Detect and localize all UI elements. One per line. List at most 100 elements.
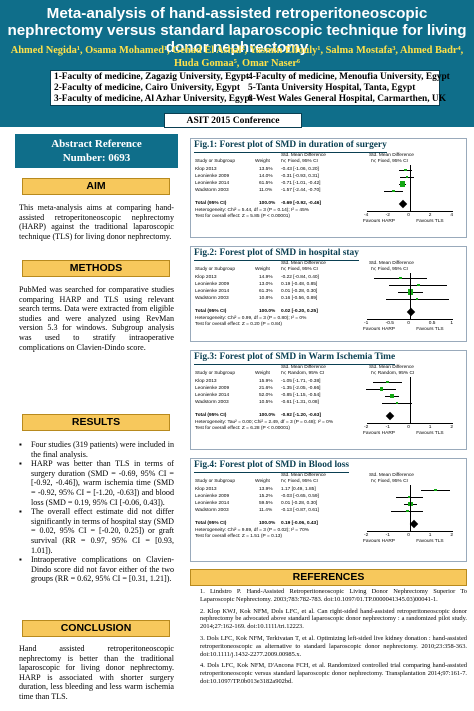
study-name: Klop 2013 — [195, 275, 217, 280]
column-method-header: IV, Random, 95% CI — [281, 371, 325, 376]
study-name: Leonienke 2014 — [195, 181, 230, 186]
methods-text: PubMed was searched for comparative stud… — [19, 285, 174, 352]
favours-harp-label: Favours HARP — [363, 431, 395, 436]
conclusion-text: Hand assisted retroperitoneoscopic nephr… — [19, 644, 174, 701]
study-ci: -1.57 [-2.44, -0.70] — [281, 188, 321, 193]
column-smd-plot-header: Std. Mean Difference — [369, 261, 414, 266]
effect-square — [399, 181, 406, 187]
tick-label: 0 — [407, 425, 410, 430]
favours-tls-label: Favours TLS — [416, 431, 444, 436]
study-weight: 61.5% — [259, 181, 273, 186]
column-smd-header: Std. Mean Difference — [281, 153, 326, 158]
results-item-3: The overall effect estimate did not diff… — [19, 507, 174, 555]
tick-label: -1 — [364, 321, 369, 326]
abstract-reference-line-1: Abstract Reference — [51, 138, 142, 150]
total-ci: -0.92 [-1.20, -0.63] — [281, 413, 321, 418]
study-weight: 61.3% — [259, 289, 273, 294]
results-item-2: HARP was better than TLS in terms of sur… — [19, 459, 174, 507]
column-weight-header: Weight — [255, 371, 270, 376]
column-study-header: Study or Subgroup — [195, 479, 236, 484]
study-name: Klop 2013 — [195, 487, 217, 492]
effect-square — [399, 276, 403, 280]
figure-title: Fig.3: Forest plot of SMD in Warm Ischem… — [194, 352, 395, 365]
total-ci: 0.19 [-0.06, 0.43] — [281, 521, 318, 526]
study-name: Leonienke 2009 — [195, 494, 230, 499]
tick-label: -2 — [364, 425, 369, 430]
study-ci: -1.05 [-1.71, -0.38] — [281, 379, 321, 384]
study-ci: -1.35 [-2.05, -0.66] — [281, 386, 321, 391]
study-weight: 13.0% — [259, 282, 273, 287]
study-name: Klop 2013 — [195, 379, 217, 384]
affiliation-6: 6-West Wales General Hospital, Carmarthe… — [248, 94, 446, 104]
total-label: Total (95% CI) — [195, 521, 227, 526]
forest-plot: Study or Subgroup Weight Std. Mean Differe… — [193, 473, 465, 561]
study-weight: 52.0% — [259, 393, 273, 398]
affiliation-4: 4-Faculty of medicine, Menoufia Universi… — [248, 72, 450, 82]
overall-effect-stat: Test for overall effect: Z = 6.28 (P < 0… — [195, 426, 291, 431]
abstract-reference-line-2: Number: 0693 — [62, 152, 131, 164]
study-name: Leonienke 2014 — [195, 393, 230, 398]
column-method-header: IV, Fixed, 95% CI — [281, 159, 318, 164]
reference-item-4: 4. Dols LFC, Kok NFM, D'Ancona FCH, et a… — [200, 662, 467, 685]
favours-tls-label: Favours TLS — [416, 327, 444, 332]
column-method-plot-header: IV, Fixed, 95% CI — [371, 479, 408, 484]
study-weight: 13.5% — [259, 167, 273, 172]
affiliation-2: 2-Faculty of medicine, Cairo University,… — [54, 83, 241, 93]
study-ci: -0.31 [-0.93, 0.31] — [281, 174, 319, 179]
author-list: Ahmed Negida¹, Osama Mohamed¹, Gehad El … — [4, 44, 470, 70]
study-ci: -0.13 [-0.87, 0.61] — [281, 508, 319, 513]
total-weight: 100.0% — [259, 413, 276, 418]
study-weight: 11.0% — [259, 188, 273, 193]
x-axis — [367, 531, 454, 532]
column-study-header: Study or Subgroup — [195, 159, 236, 164]
study-name: Wadstorm 2003 — [195, 296, 229, 301]
study-ci: -0.43 [-1.06, 0.20] — [281, 167, 319, 172]
column-smd-header: Std. Mean Difference — [281, 473, 326, 478]
affiliation-5: 5-Tanta University Hospital, Tanta, Egyp… — [248, 83, 416, 93]
results-heading: RESULTS — [22, 414, 170, 431]
references-heading: REFERENCES — [190, 569, 467, 586]
study-weight: 14.0% — [259, 174, 273, 179]
effect-square — [395, 401, 399, 405]
column-method-plot-header: IV, Fixed, 95% CI — [371, 159, 408, 164]
conference-badge: ASIT 2015 Conference — [164, 113, 302, 128]
tick-label: -4 — [364, 213, 369, 218]
study-ci: 1.17 [0.49, 1.85] — [281, 487, 316, 492]
poster-title: Meta-analysis of hand-assisted retroperi… — [7, 5, 467, 56]
favours-harp-label: Favours HARP — [363, 327, 395, 332]
effect-square — [386, 380, 389, 384]
x-axis — [367, 423, 454, 424]
effect-square — [417, 283, 420, 287]
tick-label: 0 — [407, 213, 410, 218]
heterogeneity-stat: Heterogeneity: Tau² = 0.00; Chi² = 2.49,… — [195, 420, 334, 425]
tick-label: -2 — [385, 213, 390, 218]
figure-title: Fig.4: Forest plot of SMD in Blood loss — [194, 460, 349, 473]
tick-label: -0.5 — [385, 321, 394, 326]
zero-line — [410, 485, 412, 531]
total-label: Total (95% CI) — [195, 309, 227, 314]
study-weight: 11.4% — [259, 508, 273, 513]
study-ci: -0.71 [-1.01, -0.42] — [281, 181, 321, 186]
study-ci: -0.22 [-0.84, 0.40] — [281, 275, 319, 280]
figure-title: Fig.2: Forest plot of SMD in hospital st… — [194, 248, 359, 261]
study-name: Leonienke 2014 — [195, 289, 230, 294]
study-ci: -0.85 [-1.15, -0.54] — [281, 393, 321, 398]
study-ci: 0.19 [-0.48, 0.85] — [281, 282, 318, 287]
tick-label: 2 — [450, 533, 454, 538]
aim-heading: AIM — [22, 178, 170, 195]
title-underline — [194, 152, 387, 153]
effect-square — [389, 393, 395, 399]
column-smd-plot-header: Std. Mean Difference — [369, 153, 414, 158]
zero-line — [410, 165, 412, 211]
affiliation-3: 3-Faculty of medicine, Al Azhar Universi… — [54, 94, 253, 104]
conclusion-heading: CONCLUSION — [22, 620, 170, 637]
study-weight: 59.5% — [259, 501, 273, 506]
total-ci: -0.69 [-0.92, -0.46] — [281, 201, 321, 206]
x-axis — [367, 319, 454, 320]
forest-plot: Study or Subgroup Weight Std. Mean Differe… — [193, 153, 465, 237]
study-weight: 10.5% — [259, 400, 273, 405]
column-weight-header: Weight — [255, 479, 270, 484]
favours-harp-label: Favours HARP — [363, 219, 395, 224]
effect-square — [391, 189, 395, 193]
forest-plot-panel-3: Fig.3: Forest plot of SMD in Warm Ischem… — [190, 350, 467, 450]
